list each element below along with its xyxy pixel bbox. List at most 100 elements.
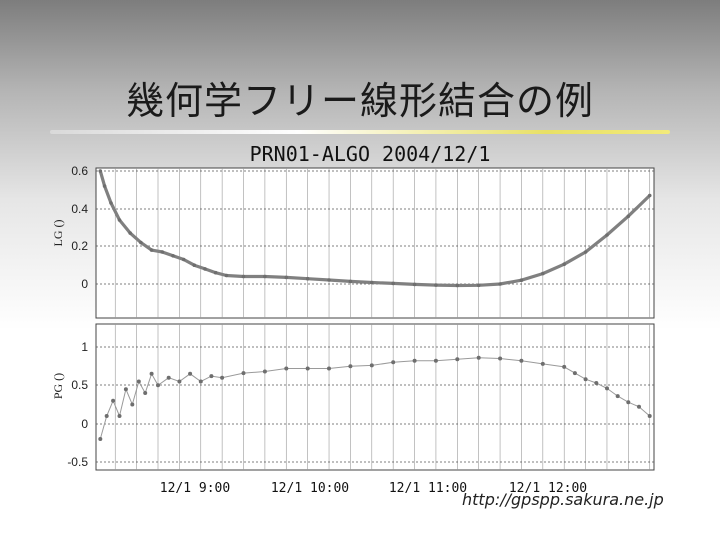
data-point (117, 414, 122, 418)
y-tick-label: 0.2 (71, 239, 88, 253)
data-point (198, 379, 203, 384)
data-point (98, 169, 103, 173)
data-point (605, 233, 609, 237)
data-point (192, 263, 197, 268)
data-point (241, 371, 246, 376)
data-point (455, 283, 460, 288)
y-axis-label: PG () (51, 373, 65, 399)
data-point (166, 375, 171, 380)
y-tick-label: 0 (81, 277, 88, 291)
data-point (262, 369, 267, 374)
data-point (583, 250, 588, 254)
data-point (104, 414, 109, 418)
data-point (181, 257, 186, 262)
x-tick-label: 12/1 10:00 (271, 481, 349, 496)
data-point (149, 248, 154, 252)
y-tick-label: 0.4 (71, 202, 88, 216)
plot-area (95, 323, 655, 471)
data-point (647, 193, 652, 198)
data-point (391, 360, 396, 365)
data-point (412, 358, 417, 363)
data-point (626, 400, 631, 405)
data-point (224, 273, 229, 278)
data-point (583, 377, 588, 382)
data-point (305, 366, 310, 371)
x-tick-label: 12/1 9:00 (160, 481, 230, 496)
data-point (102, 184, 107, 188)
data-point (519, 278, 524, 283)
y-tick-label: 0.5 (71, 378, 88, 392)
data-point (370, 280, 374, 285)
data-point (327, 366, 331, 371)
data-point (203, 267, 207, 271)
data-point (160, 250, 165, 254)
data-point (615, 394, 620, 399)
data-point (541, 271, 545, 276)
slide-title: 幾何学フリー線形結合の例 (125, 79, 594, 123)
x-tick-label: 12/1 12:00 (509, 481, 587, 496)
data-point (605, 386, 609, 391)
data-point (171, 254, 175, 258)
data-point (455, 357, 460, 362)
data-point (637, 404, 641, 409)
plot-area (95, 167, 655, 319)
data-point (434, 283, 438, 287)
data-point (220, 375, 225, 380)
data-point (149, 371, 154, 376)
data-point (498, 282, 502, 286)
data-point (213, 270, 218, 275)
chart-title: PRN01-ALGO 2004/12/1 (249, 142, 491, 166)
y-axis-label: LG () (51, 220, 65, 247)
data-point (594, 381, 599, 385)
y-tick-label: -0.5 (67, 455, 88, 469)
data-point (562, 262, 566, 267)
data-point (139, 240, 143, 245)
data-point (433, 358, 438, 363)
data-point (123, 387, 128, 392)
data-point (117, 218, 122, 222)
data-point (209, 374, 214, 379)
y-tick-label: 1 (81, 340, 88, 354)
series-line (99, 357, 651, 440)
series (98, 355, 652, 441)
data-point (143, 391, 148, 395)
data-point (412, 282, 417, 287)
series (98, 169, 652, 288)
data-point (476, 355, 481, 360)
data-point (519, 358, 524, 363)
panel-1: 0.6 0.4 0.2 0 LG () (51, 164, 655, 319)
title-underline (50, 130, 670, 134)
data-point (348, 279, 353, 284)
data-point (284, 366, 289, 371)
series-line (98, 169, 652, 288)
data-point (305, 276, 310, 281)
data-point (109, 201, 113, 205)
data-point (626, 214, 631, 218)
source-url[interactable]: http://gpspp.sakura.ne.jp (462, 490, 664, 509)
data-point (327, 278, 331, 282)
data-point (391, 281, 396, 286)
data-point (130, 402, 135, 407)
data-point (498, 356, 503, 361)
x-tick-label: 12/1 11:00 (389, 481, 467, 496)
data-point (562, 364, 567, 369)
data-point (98, 437, 103, 441)
data-point (111, 398, 116, 403)
data-point (284, 275, 289, 280)
y-tick-label: 0.6 (71, 164, 88, 178)
data-point (647, 414, 652, 418)
data-point (369, 363, 374, 368)
data-point (348, 364, 353, 369)
data-point (572, 371, 577, 376)
data-point (476, 283, 481, 288)
data-point (188, 371, 193, 376)
panel-2: 1 0.5 0 -0.5 PG () (51, 323, 655, 471)
data-point (156, 383, 160, 388)
data-point (177, 379, 182, 384)
data-point (540, 361, 545, 366)
data-point (128, 231, 132, 235)
data-point (136, 379, 141, 384)
data-point (263, 274, 267, 279)
data-point (241, 274, 246, 279)
